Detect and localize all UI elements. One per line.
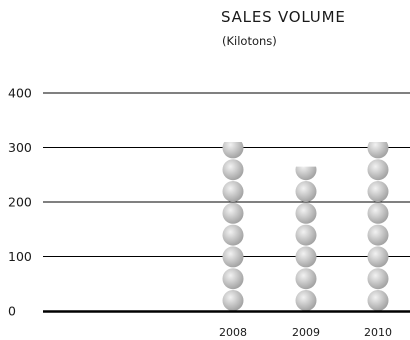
sphere-2010-2	[367, 246, 389, 268]
y-tick-label: 0	[8, 304, 16, 319]
sphere-2008-3	[222, 224, 244, 246]
chart-subtitle: (Kilotons)	[222, 34, 277, 48]
y-tick-label: 400	[8, 86, 32, 101]
sphere-2010-1	[367, 268, 389, 290]
sphere-2008-0	[222, 290, 244, 311]
sphere-2010-3	[367, 224, 389, 246]
y-axis-tick-labels: 0 100 200 300 400	[8, 86, 32, 319]
x-axis-category-labels: 2008 2009 2010	[219, 326, 392, 339]
sphere-2009-1	[295, 268, 317, 290]
sphere-2009-5	[295, 181, 317, 202]
x-category-label-2010: 2010	[364, 326, 392, 339]
chart-title: SALES VOLUME	[221, 8, 346, 26]
sphere-2008-7	[222, 142, 244, 159]
sphere-2008-6	[222, 159, 244, 181]
bar-2010	[367, 142, 389, 311]
bar-2009	[295, 166, 317, 311]
sphere-2009-4	[295, 202, 317, 224]
bar-2008	[222, 142, 244, 311]
bars	[222, 142, 389, 311]
sphere-2009-6	[295, 166, 317, 181]
sphere-2008-1	[222, 268, 244, 290]
y-tick-label: 300	[8, 140, 32, 155]
sphere-2010-6	[367, 159, 389, 181]
sphere-2009-3	[295, 224, 317, 246]
sphere-2008-4	[222, 202, 244, 224]
sphere-2008-2	[222, 246, 244, 268]
y-tick-label: 100	[8, 249, 32, 264]
sphere-2008-5	[222, 181, 244, 202]
sphere-2009-0	[295, 290, 317, 311]
sphere-2009-2	[295, 246, 317, 268]
sphere-2010-5	[367, 181, 389, 202]
sphere-2010-4	[367, 202, 389, 224]
sphere-2010-0	[367, 290, 389, 311]
y-tick-label: 200	[8, 195, 32, 210]
sphere-2010-7	[367, 142, 389, 159]
x-category-label-2009: 2009	[292, 326, 320, 339]
x-category-label-2008: 2008	[219, 326, 247, 339]
